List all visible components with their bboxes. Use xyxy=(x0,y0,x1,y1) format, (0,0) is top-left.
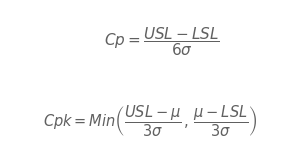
Text: $\mathit{Cp} = \dfrac{\mathit{USL}-\mathit{LSL}}{6\sigma}$: $\mathit{Cp} = \dfrac{\mathit{USL}-\math… xyxy=(104,26,220,58)
Text: $\mathit{Cpk} = \mathit{Min}\left(\dfrac{\mathit{USL}-\mu}{3\sigma}\,,\,\dfrac{\: $\mathit{Cpk} = \mathit{Min}\left(\dfrac… xyxy=(43,103,257,139)
